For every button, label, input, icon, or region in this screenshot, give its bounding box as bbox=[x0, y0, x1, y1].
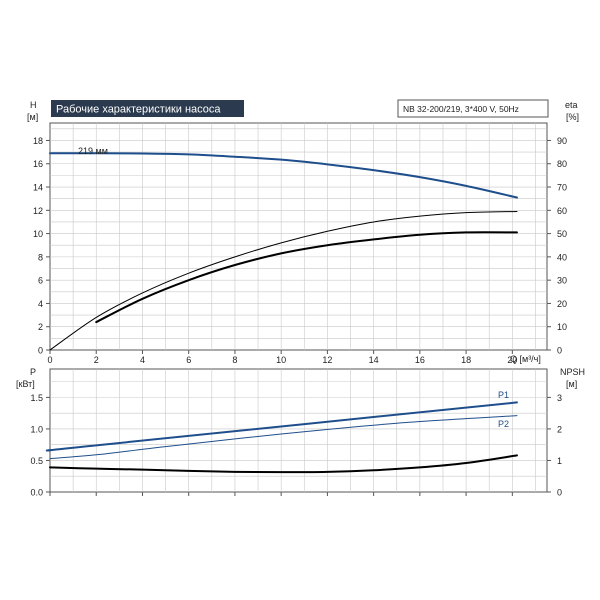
y-tick-label: 8 bbox=[38, 252, 43, 262]
y2-tick-label: 20 bbox=[557, 299, 567, 309]
x-axis-label-q: Q [м³/ч] bbox=[510, 354, 541, 364]
upper-ticks: 0 2 4 6 8 10 12 14 16 18 0 10 20 30 40 50 60 70 80 90 0 2 4 6 8 1… bbox=[33, 136, 567, 365]
model-label-box bbox=[397, 99, 549, 118]
y-tick-label: 18 bbox=[33, 136, 43, 146]
lower-panel: 0.0 0.5 1.0 1.5 0 1 2 3 P [кВт] NPSH [м] P1 P2 bbox=[16, 367, 585, 498]
x-tick-label: 14 bbox=[369, 355, 379, 365]
y2-axis-unit-eta: [%] bbox=[566, 112, 579, 122]
y2-tick-label: 2 bbox=[557, 424, 562, 434]
x-tick-label: 8 bbox=[232, 355, 237, 365]
x-tick-label: 16 bbox=[415, 355, 425, 365]
upper-curves bbox=[49, 152, 518, 351]
upper-plot-frame bbox=[49, 122, 548, 351]
y2-tick-label: 80 bbox=[557, 159, 567, 169]
x-tick-label: 0 bbox=[47, 355, 52, 365]
y-axis-label-h: H bbox=[30, 100, 37, 110]
y2-tick-label: 0 bbox=[557, 346, 562, 356]
head-curve bbox=[49, 152, 518, 199]
x-tick-label: 10 bbox=[276, 355, 286, 365]
y2-tick-label: 50 bbox=[557, 229, 567, 239]
y-tick-label: 6 bbox=[38, 276, 43, 286]
power-p2-curve bbox=[49, 415, 518, 460]
x-tick-label: 12 bbox=[322, 355, 332, 365]
y2-axis-unit-npsh: [м] bbox=[566, 379, 577, 389]
lower-curves bbox=[45, 401, 518, 474]
y2-tick-label: 0 bbox=[557, 488, 562, 498]
y2-tick-label: 60 bbox=[557, 206, 567, 216]
y2-tick-label: 30 bbox=[557, 276, 567, 286]
efficiency-curve-overall bbox=[49, 210, 518, 351]
upper-grid bbox=[50, 123, 547, 350]
y-tick-label: 0 bbox=[38, 346, 43, 356]
y-axis-unit-h: [м] bbox=[27, 112, 38, 122]
x-tick-label: 6 bbox=[186, 355, 191, 365]
y-tick-label: 0.5 bbox=[30, 456, 43, 466]
lower-plot-frame bbox=[49, 368, 548, 493]
y2-tick-label: 40 bbox=[557, 252, 567, 262]
y-tick-label: 1.5 bbox=[30, 393, 43, 403]
y2-tick-label: 90 bbox=[557, 136, 567, 146]
p1-curve-label: P1 bbox=[498, 390, 509, 400]
upper-panel: 0 2 4 6 8 10 12 14 16 18 0 10 20 30 40 50 60 70 80 90 0 2 4 6 8 1… bbox=[27, 99, 579, 365]
p2-curve-label: P2 bbox=[498, 419, 509, 429]
efficiency-curve-pump bbox=[95, 231, 518, 324]
head-curve-label: 219 мм bbox=[78, 146, 108, 156]
y2-tick-label: 70 bbox=[557, 183, 567, 193]
y-tick-label: 14 bbox=[33, 183, 43, 193]
y2-axis-label-npsh: NPSH bbox=[560, 367, 585, 377]
model-label: NB 32-200/219, 3*400 V, 50Hz bbox=[403, 104, 519, 114]
y-tick-label: 0.0 bbox=[30, 488, 43, 498]
lower-ticks: 0.0 0.5 1.0 1.5 0 1 2 3 bbox=[30, 393, 562, 498]
y2-tick-label: 10 bbox=[557, 322, 567, 332]
y-tick-label: 4 bbox=[38, 299, 43, 309]
x-tick-label: 4 bbox=[140, 355, 145, 365]
y-axis-label-p: P bbox=[30, 367, 36, 377]
chart-title-background bbox=[51, 100, 244, 117]
x-tick-label: 20 bbox=[507, 355, 517, 365]
npsh-curve bbox=[49, 454, 518, 474]
y-tick-label: 2 bbox=[38, 322, 43, 332]
y2-tick-label: 1 bbox=[557, 456, 562, 466]
x-tick-label: 2 bbox=[94, 355, 99, 365]
y2-axis-label-eta: eta bbox=[565, 100, 578, 110]
x-tick-label: 18 bbox=[461, 355, 471, 365]
y-tick-label: 1.0 bbox=[30, 424, 43, 434]
power-p1-curve bbox=[45, 401, 518, 452]
y-tick-label: 12 bbox=[33, 206, 43, 216]
y-tick-label: 10 bbox=[33, 229, 43, 239]
y-axis-unit-p: [кВт] bbox=[16, 379, 35, 389]
chart-title: Рабочие характеристики насоса bbox=[56, 104, 221, 116]
y2-tick-label: 3 bbox=[557, 393, 562, 403]
y-tick-label: 16 bbox=[33, 159, 43, 169]
